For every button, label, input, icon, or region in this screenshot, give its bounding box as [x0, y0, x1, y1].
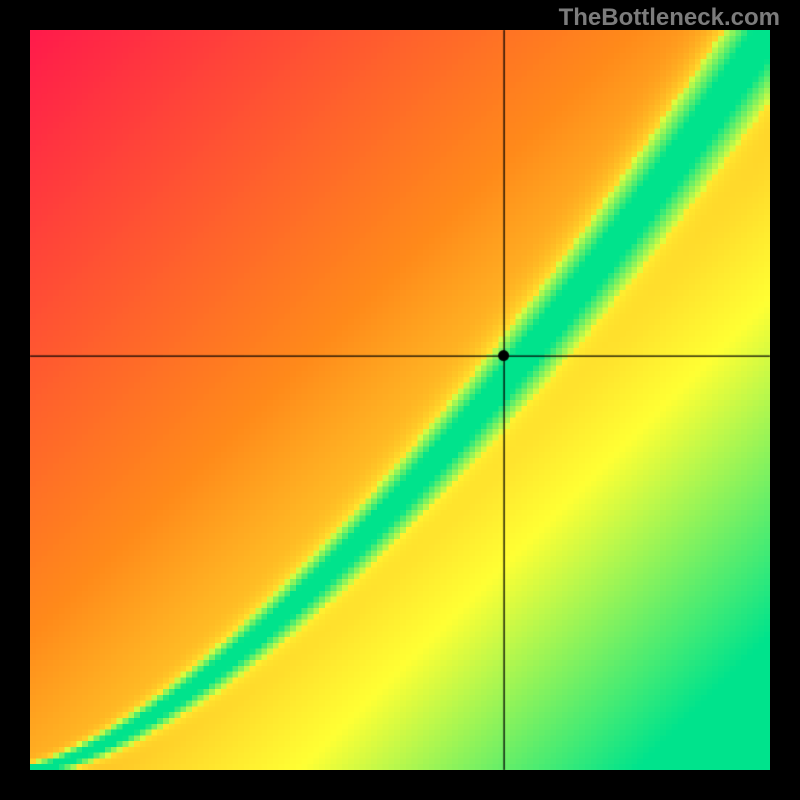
- crosshair-overlay: [0, 0, 800, 800]
- chart-container: TheBottleneck.com: [0, 0, 800, 800]
